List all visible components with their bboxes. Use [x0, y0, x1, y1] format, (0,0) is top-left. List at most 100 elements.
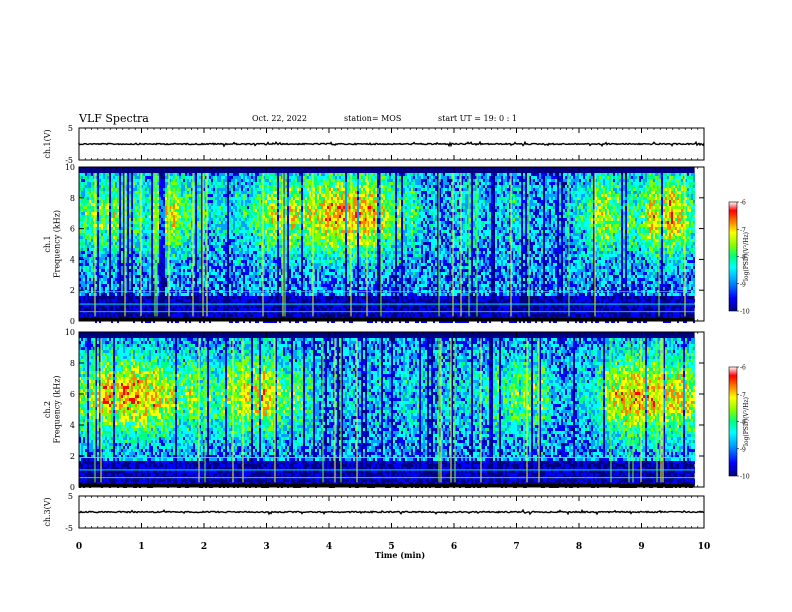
spectrogram-cell: [261, 224, 263, 227]
spectrogram-cell: [119, 266, 121, 269]
spectrogram-cell: [233, 266, 235, 269]
spectrogram-cell: [113, 212, 115, 215]
spectrogram-cell: [305, 251, 307, 254]
spectrogram-cell: [203, 176, 205, 179]
spectrogram-cell: [129, 206, 131, 209]
spectrogram-cell: [209, 248, 211, 251]
spectrogram-cell: [275, 266, 277, 269]
spectrogram-cell: [129, 308, 131, 311]
spectrogram-cell: [175, 182, 177, 185]
spectrogram-cell: [87, 215, 89, 218]
spectrogram-cell: [179, 185, 181, 188]
spectrogram-cell: [145, 203, 147, 206]
spectrogram-cell: [163, 257, 165, 260]
spectrogram-cell: [177, 308, 179, 311]
spectrogram-cell: [251, 248, 253, 251]
spectrogram-cell: [291, 215, 293, 218]
spectrogram-cell: [173, 236, 175, 239]
spectrogram-cell: [93, 227, 95, 230]
spectrogram-cell: [175, 308, 177, 311]
spectrogram-cell: [213, 221, 215, 224]
spectrogram-cell: [189, 293, 191, 296]
spectrogram-cell: [245, 206, 247, 209]
spectrogram-cell: [185, 215, 187, 218]
spectrogram-cell: [207, 182, 209, 185]
spectrogram-cell: [81, 212, 83, 215]
spectrogram-cell: [185, 245, 187, 248]
spectrogram-cell: [261, 188, 263, 191]
spectrogram-cell: [247, 266, 249, 269]
spectrogram-cell: [261, 218, 263, 221]
spectrogram-cell: [177, 266, 179, 269]
spectrogram-cell: [249, 185, 251, 188]
spectrogram-cell: [279, 266, 281, 269]
spectrogram-cell: [85, 206, 87, 209]
spectrogram-cell: [229, 224, 231, 227]
spectrogram-cell: [181, 215, 183, 218]
spectrogram-cell: [267, 197, 269, 200]
spectrogram-cell: [275, 200, 277, 203]
spectrogram-cell: [83, 248, 85, 251]
spectrogram-cell: [303, 242, 305, 245]
spectrogram-cell: [87, 236, 89, 239]
spectrogram-cell: [149, 230, 151, 233]
spectrogram-cell: [241, 239, 243, 242]
spectrogram-cell: [223, 233, 225, 236]
spectrogram-cell: [207, 260, 209, 263]
spectrogram-cell: [241, 302, 243, 305]
spectrogram-cell: [123, 233, 125, 236]
spectrogram-cell: [251, 209, 253, 212]
spectrogram-cell: [135, 269, 137, 272]
spectrogram-cell: [171, 260, 173, 263]
spectrogram-cell: [125, 233, 127, 236]
spectrogram-cell: [301, 230, 303, 233]
spectrogram-cell: [131, 260, 133, 263]
spectrogram-cell: [303, 311, 305, 314]
spectrogram-cell: [249, 209, 251, 212]
spectrogram-cell: [153, 278, 155, 281]
spectrogram-cell: [221, 239, 223, 242]
spectrogram-cell: [107, 284, 109, 287]
spectrogram-cell: [227, 218, 229, 221]
spectrogram-cell: [107, 239, 109, 242]
chart-title: VLF Spectra: [79, 112, 149, 125]
spectrogram-cell: [159, 218, 161, 221]
spectrogram-cell: [225, 275, 227, 278]
spectrogram-cell: [221, 284, 223, 287]
spectrogram-cell: [237, 182, 239, 185]
spectrogram-cell: [105, 305, 107, 308]
spectrogram-cell: [99, 227, 101, 230]
spectrogram-cell: [173, 302, 175, 305]
spectrogram-cell: [103, 314, 105, 317]
spectrogram-cell: [223, 203, 225, 206]
spectrogram-cell: [221, 245, 223, 248]
spectrogram-cell: [231, 230, 233, 233]
spectrogram-cell: [209, 266, 211, 269]
spectrogram-cell: [123, 182, 125, 185]
spectrogram-cell: [101, 197, 103, 200]
spectrogram-cell: [117, 221, 119, 224]
spectrogram-cell: [273, 293, 275, 296]
spectrogram-cell: [125, 224, 127, 227]
spectrogram-cell: [251, 176, 253, 179]
spectrogram-cell: [277, 275, 279, 278]
spectrogram-cell: [283, 194, 285, 197]
spectrogram-cell: [89, 206, 91, 209]
spectrogram-cell: [181, 221, 183, 224]
spectrogram-cell: [243, 206, 245, 209]
spectrogram-cell: [119, 215, 121, 218]
spectrogram-cell: [303, 263, 305, 266]
spectrogram-cell: [95, 218, 97, 221]
spectrogram-cell: [179, 314, 181, 317]
spectrogram-cell: [273, 203, 275, 206]
spectrogram-cell: [213, 215, 215, 218]
spectrogram-cell: [199, 203, 201, 206]
spectrogram-cell: [79, 242, 81, 245]
spectrogram-cell: [177, 260, 179, 263]
spectrogram-cell: [219, 266, 221, 269]
spectrogram-cell: [303, 179, 305, 182]
spectrogram-cell: [165, 209, 167, 212]
spectrogram-cell: [129, 245, 131, 248]
spectrogram-cell: [133, 212, 135, 215]
spectrogram-cell: [203, 206, 205, 209]
